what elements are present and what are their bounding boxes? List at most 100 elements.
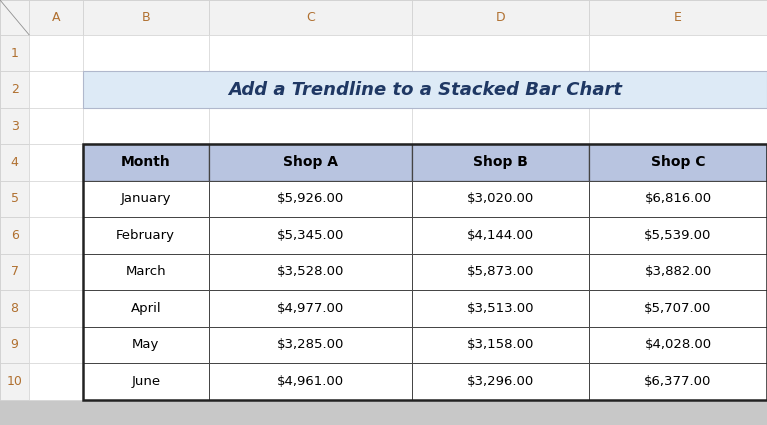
Bar: [29, 35, 767, 400]
Bar: [0, 363, 29, 400]
Bar: [83, 363, 209, 400]
Bar: [209, 363, 412, 400]
Bar: [412, 144, 589, 181]
Bar: [589, 326, 767, 363]
Text: April: April: [130, 302, 161, 315]
Bar: [412, 326, 589, 363]
Text: Month: Month: [121, 156, 170, 170]
Bar: [83, 254, 209, 290]
Bar: [83, 144, 209, 181]
Bar: [589, 217, 767, 254]
Bar: [589, 290, 767, 326]
Bar: [589, 181, 767, 217]
Bar: [589, 290, 767, 326]
Bar: [412, 144, 589, 181]
Bar: [209, 0, 412, 35]
Text: March: March: [126, 265, 166, 278]
Bar: [589, 144, 767, 181]
Text: 3: 3: [11, 119, 18, 133]
Text: 5: 5: [11, 193, 18, 205]
Bar: [412, 35, 589, 71]
Bar: [209, 144, 412, 181]
Bar: [209, 108, 412, 144]
Bar: [412, 71, 589, 108]
Text: $3,285.00: $3,285.00: [277, 338, 344, 351]
Bar: [29, 144, 83, 181]
Bar: [83, 144, 209, 181]
Bar: [589, 35, 767, 71]
Text: $3,513.00: $3,513.00: [466, 302, 535, 315]
Text: A: A: [51, 11, 61, 24]
Text: $5,539.00: $5,539.00: [644, 229, 712, 242]
Bar: [29, 254, 83, 290]
Bar: [589, 363, 767, 400]
Bar: [412, 326, 589, 363]
Bar: [83, 217, 209, 254]
Bar: [0, 326, 29, 363]
Text: $3,020.00: $3,020.00: [467, 193, 534, 205]
Text: $5,345.00: $5,345.00: [277, 229, 344, 242]
Text: Shop B: Shop B: [473, 156, 528, 170]
Text: D: D: [495, 11, 505, 24]
Bar: [29, 35, 83, 71]
Bar: [209, 290, 412, 326]
Text: $4,144.00: $4,144.00: [467, 229, 534, 242]
Bar: [412, 363, 589, 400]
Text: Shop A: Shop A: [283, 156, 337, 170]
Text: 10: 10: [7, 375, 22, 388]
Text: 4: 4: [11, 156, 18, 169]
Bar: [0, 35, 29, 71]
Bar: [29, 217, 83, 254]
Bar: [589, 0, 767, 35]
Bar: [83, 290, 209, 326]
Text: 7: 7: [11, 265, 18, 278]
Bar: [412, 181, 589, 217]
Bar: [0, 71, 29, 108]
Text: 1: 1: [11, 47, 18, 60]
Text: 6: 6: [11, 229, 18, 242]
Bar: [83, 35, 209, 71]
Text: $5,926.00: $5,926.00: [277, 193, 344, 205]
Bar: [209, 71, 412, 108]
Text: $5,873.00: $5,873.00: [467, 265, 534, 278]
Text: $4,961.00: $4,961.00: [277, 375, 344, 388]
Bar: [0, 290, 29, 326]
Text: $6,377.00: $6,377.00: [644, 375, 712, 388]
Bar: [412, 290, 589, 326]
Bar: [412, 217, 589, 254]
Text: $6,816.00: $6,816.00: [644, 193, 712, 205]
Bar: [209, 181, 412, 217]
Bar: [83, 108, 209, 144]
Bar: [589, 217, 767, 254]
Bar: [83, 144, 767, 400]
Text: $3,296.00: $3,296.00: [467, 375, 534, 388]
Bar: [83, 326, 209, 363]
Text: Shop C: Shop C: [650, 156, 706, 170]
Text: June: June: [131, 375, 160, 388]
Bar: [83, 181, 209, 217]
Bar: [412, 290, 589, 326]
Bar: [83, 0, 209, 35]
Bar: [589, 363, 767, 400]
Bar: [209, 181, 412, 217]
Text: 2: 2: [11, 83, 18, 96]
Text: B: B: [141, 11, 150, 24]
Text: 9: 9: [11, 338, 18, 351]
Bar: [83, 71, 767, 108]
Bar: [412, 254, 589, 290]
Bar: [83, 181, 209, 217]
Text: 8: 8: [11, 302, 18, 315]
Text: $3,528.00: $3,528.00: [277, 265, 344, 278]
Bar: [83, 326, 209, 363]
Bar: [0, 0, 29, 35]
Bar: [83, 290, 209, 326]
Bar: [412, 108, 589, 144]
Text: E: E: [674, 11, 682, 24]
Bar: [209, 217, 412, 254]
Bar: [29, 290, 83, 326]
Text: C: C: [306, 11, 314, 24]
Bar: [0, 144, 29, 181]
Bar: [412, 0, 589, 35]
Bar: [589, 254, 767, 290]
Bar: [29, 71, 83, 108]
